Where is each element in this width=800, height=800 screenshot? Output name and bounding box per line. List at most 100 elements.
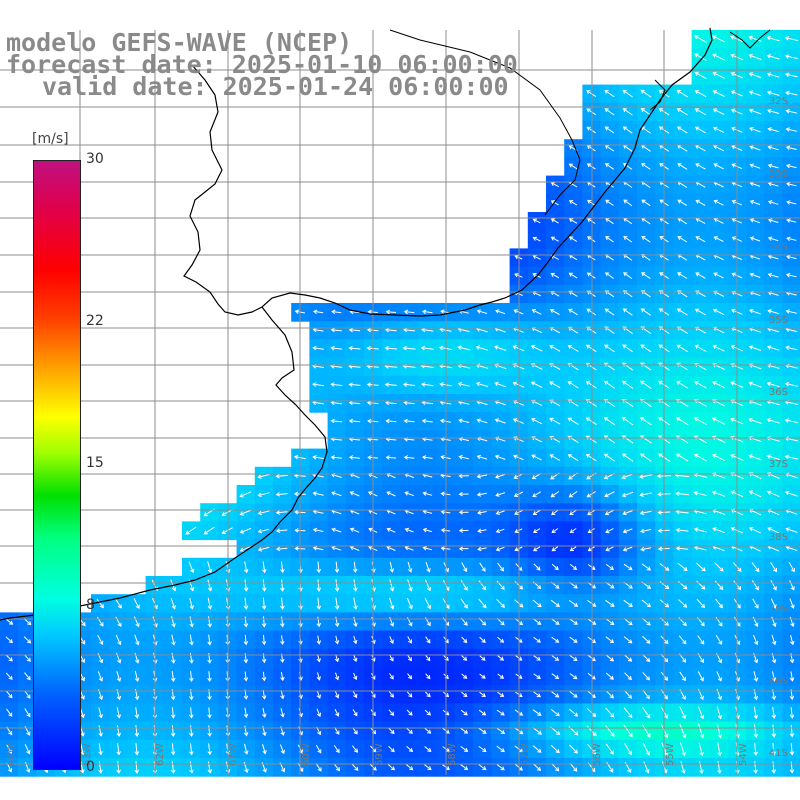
wind-arrow bbox=[568, 599, 579, 607]
wind-arrow bbox=[261, 671, 267, 682]
wind-arrow bbox=[621, 491, 634, 498]
wind-arrow bbox=[403, 309, 415, 315]
wind-arrow bbox=[425, 561, 431, 573]
wind-arrow bbox=[639, 417, 652, 426]
wind-arrow bbox=[675, 546, 689, 551]
wind-arrow bbox=[348, 400, 361, 406]
wind-arrow bbox=[605, 654, 615, 662]
wind-arrow bbox=[551, 563, 559, 571]
wind-arrow bbox=[676, 417, 689, 426]
wind-arrow bbox=[697, 671, 704, 682]
wind-arrow bbox=[494, 381, 507, 388]
wind-arrow bbox=[748, 108, 761, 115]
wind-arrow bbox=[676, 308, 688, 316]
wind-arrow bbox=[207, 561, 213, 574]
wind-arrow bbox=[496, 745, 505, 753]
wind-arrow bbox=[675, 509, 689, 515]
wind-arrow bbox=[641, 199, 651, 207]
wind-arrow bbox=[605, 618, 615, 625]
wind-arrow bbox=[460, 598, 468, 609]
wind-arrow bbox=[569, 528, 577, 534]
wind-arrow bbox=[678, 635, 687, 645]
longitude-label: 54W bbox=[738, 743, 749, 766]
wind-arrow bbox=[476, 454, 488, 460]
wind-arrow bbox=[239, 491, 252, 498]
wind-arrow bbox=[698, 723, 705, 739]
wind-arrow bbox=[623, 636, 633, 644]
wind-arrow bbox=[316, 561, 322, 574]
wind-arrow bbox=[550, 236, 559, 242]
wind-arrow bbox=[749, 126, 761, 133]
wind-arrow bbox=[316, 635, 322, 645]
wind-arrow bbox=[330, 418, 343, 424]
wind-arrow bbox=[280, 708, 285, 718]
wind-arrow bbox=[771, 634, 777, 646]
wind-arrow bbox=[716, 706, 723, 720]
wind-arrow bbox=[333, 763, 340, 772]
longitude-label: 58W bbox=[447, 743, 458, 766]
wind-arrow bbox=[257, 492, 270, 498]
wind-arrow bbox=[243, 579, 249, 592]
wind-arrow bbox=[676, 344, 688, 353]
wind-arrow bbox=[751, 562, 760, 573]
wind-arrow bbox=[134, 670, 140, 683]
wind-arrow bbox=[550, 182, 559, 188]
wind-arrow bbox=[478, 709, 487, 716]
wind-arrow bbox=[550, 744, 560, 754]
wind-arrow bbox=[531, 454, 542, 461]
wind-arrow bbox=[699, 761, 704, 775]
wind-arrow bbox=[334, 616, 340, 628]
wind-arrow bbox=[767, 181, 779, 187]
wind-arrow bbox=[749, 145, 761, 151]
wind-arrow bbox=[640, 453, 652, 462]
wind-arrow bbox=[712, 53, 725, 61]
wind-arrow bbox=[262, 707, 267, 718]
wind-arrow bbox=[352, 690, 358, 699]
wind-arrow bbox=[551, 691, 560, 698]
wind-arrow bbox=[6, 744, 13, 754]
wind-arrow bbox=[622, 453, 634, 462]
wind-arrow bbox=[6, 708, 13, 717]
forecast-date: forecast date: 2025-01-10 06:00:00 bbox=[6, 50, 518, 79]
wind-arrow bbox=[261, 616, 267, 628]
wind-arrow bbox=[461, 673, 468, 679]
wind-arrow bbox=[275, 546, 288, 552]
wind-arrow bbox=[312, 527, 324, 533]
wind-arrow bbox=[280, 597, 285, 610]
wind-arrow bbox=[497, 691, 505, 697]
wind-arrow bbox=[694, 126, 706, 134]
wind-arrow bbox=[551, 509, 559, 516]
wind-arrow bbox=[424, 709, 431, 716]
wind-arrow bbox=[389, 636, 394, 644]
colorbar bbox=[33, 160, 81, 770]
wind-arrow bbox=[786, 254, 797, 260]
wind-arrow bbox=[496, 580, 505, 590]
wind-arrow bbox=[407, 654, 412, 662]
wind-arrow bbox=[789, 761, 795, 774]
wind-arrow bbox=[753, 761, 758, 774]
wind-arrow bbox=[771, 724, 777, 738]
wind-arrow bbox=[275, 510, 288, 515]
wind-arrow bbox=[716, 671, 722, 682]
wind-arrow bbox=[170, 670, 176, 683]
wind-arrow bbox=[675, 527, 689, 533]
wind-arrow bbox=[748, 417, 762, 424]
wind-arrow bbox=[312, 309, 324, 315]
wind-arrow bbox=[751, 580, 759, 591]
wind-arrow bbox=[115, 616, 122, 628]
wind-arrow bbox=[712, 90, 725, 97]
wind-arrow bbox=[712, 35, 726, 43]
wind-arrow bbox=[532, 599, 542, 608]
wind-arrow bbox=[403, 455, 415, 460]
wind-arrow bbox=[312, 345, 324, 351]
wind-arrow bbox=[532, 745, 542, 753]
wind-arrow bbox=[133, 616, 140, 628]
wind-arrow bbox=[748, 490, 762, 498]
wind-arrow bbox=[676, 89, 688, 98]
latitude-label: 40S bbox=[769, 676, 788, 687]
wind-arrow bbox=[495, 528, 505, 534]
wind-arrow bbox=[786, 181, 797, 187]
wind-arrow bbox=[713, 236, 724, 243]
wind-arrow bbox=[115, 634, 122, 646]
wind-arrow bbox=[23, 654, 31, 662]
